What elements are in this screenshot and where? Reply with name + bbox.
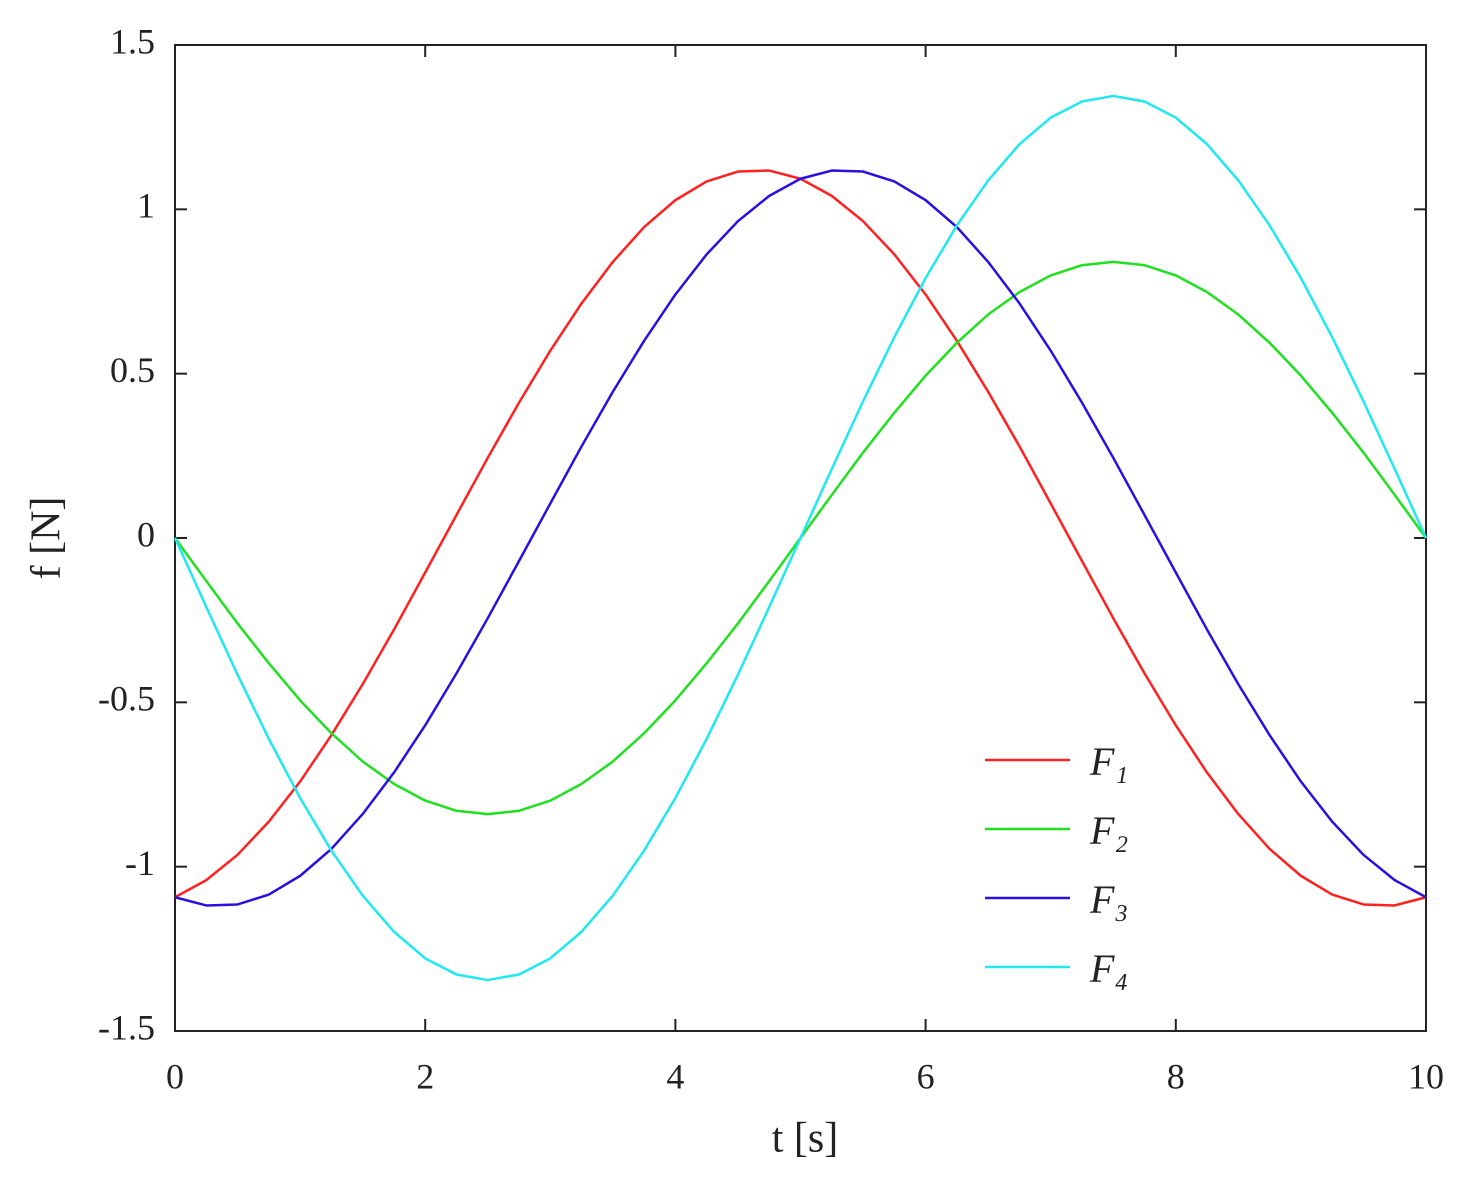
y-tick-label: 1 bbox=[137, 186, 155, 226]
data-line bbox=[174, 169, 1427, 907]
y-axis-label: f [N] bbox=[24, 497, 70, 580]
x-tick-label: 6 bbox=[917, 1056, 935, 1096]
x-tick-label: 4 bbox=[666, 1056, 684, 1096]
y-tick-label: 0 bbox=[137, 514, 155, 554]
legend-label: F₄ bbox=[1089, 946, 1128, 991]
legend-label: F₂ bbox=[1089, 808, 1128, 853]
x-tick-label: 2 bbox=[416, 1056, 434, 1096]
data-line bbox=[173, 94, 1428, 982]
x-tick-label: 0 bbox=[166, 1056, 184, 1096]
y-tick-label: -1 bbox=[125, 843, 155, 883]
y-tick-label: -1.5 bbox=[98, 1007, 155, 1047]
y-tick-label: 1.5 bbox=[110, 21, 155, 61]
legend-label: F₃ bbox=[1089, 877, 1128, 922]
y-tick-label: 0.5 bbox=[110, 350, 155, 390]
x-tick-label: 10 bbox=[1408, 1056, 1444, 1096]
legend-label: F₁ bbox=[1089, 739, 1128, 784]
x-tick-label: 8 bbox=[1167, 1056, 1185, 1096]
x-axis-label: t [s] bbox=[772, 1116, 839, 1162]
y-tick-label: -0.5 bbox=[98, 679, 155, 719]
